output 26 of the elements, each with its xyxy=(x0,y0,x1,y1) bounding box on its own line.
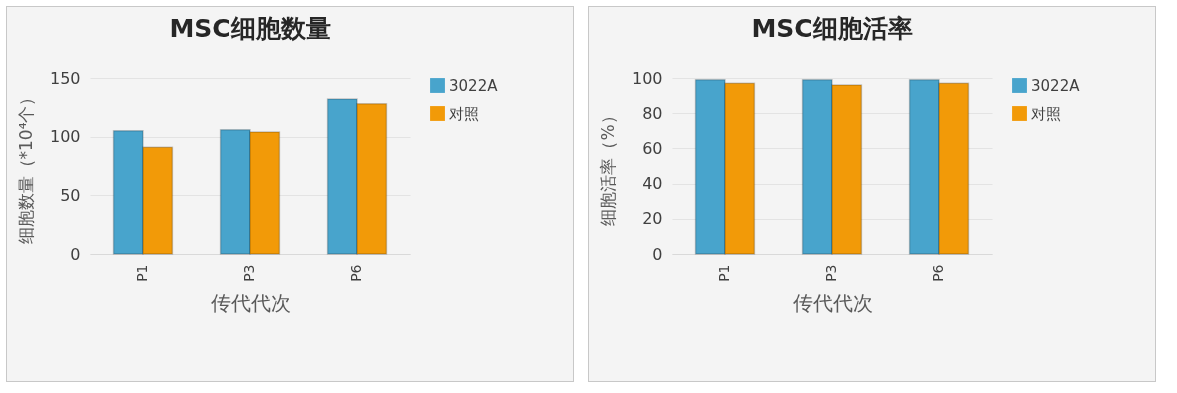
chart-title: MSC细胞活率 xyxy=(751,14,913,43)
y-tick-label: 80 xyxy=(642,103,663,123)
legend-label: 对照 xyxy=(449,104,479,123)
x-tick-label: P1 xyxy=(133,264,150,282)
chart-title: MSC细胞数量 xyxy=(169,14,331,43)
y-axis-title: 细胞数量（*10⁴个） xyxy=(15,88,36,245)
x-axis-title: 传代代次 xyxy=(210,290,291,315)
y-tick-label: 60 xyxy=(642,138,663,158)
legend-label: 3022A xyxy=(1031,76,1081,95)
x-tick-label: P6 xyxy=(930,264,947,282)
y-tick-label: 150 xyxy=(49,68,81,88)
y-tick-label: 0 xyxy=(70,244,81,264)
y-tick-label: 20 xyxy=(642,209,663,229)
x-tick-label: P1 xyxy=(715,264,732,282)
y-tick-label: 40 xyxy=(642,174,663,194)
y-tick-label: 50 xyxy=(60,185,81,205)
x-tick-label: P3 xyxy=(823,264,839,282)
x-tick-label: P6 xyxy=(348,264,365,282)
legend-label: 3022A xyxy=(449,76,499,95)
y-axis-title: 细胞活率（%） xyxy=(597,107,618,226)
y-tick-label: 100 xyxy=(49,127,81,147)
x-tick-label: P3 xyxy=(241,264,257,282)
y-tick-label: 0 xyxy=(652,244,663,264)
x-axis-title: 传代代次 xyxy=(792,290,873,315)
legend-label: 对照 xyxy=(1031,104,1061,123)
y-tick-label: 100 xyxy=(631,68,663,88)
